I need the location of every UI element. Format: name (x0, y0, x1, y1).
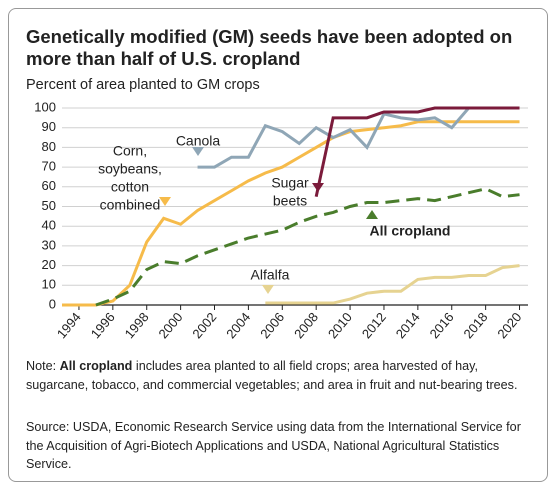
x-tick-label: 2006 (257, 309, 287, 341)
annotation: soybeans, (98, 161, 162, 177)
y-tick-label: 70 (42, 159, 56, 174)
y-tick-label: 0 (49, 296, 56, 311)
annotation: All cropland (370, 223, 451, 239)
annotation: beets (273, 193, 307, 209)
chart-subtitle: Percent of area planted to GM crops (26, 77, 260, 93)
annotation-marker (262, 285, 274, 294)
y-tick-label: 100 (34, 99, 56, 114)
series-line (265, 264, 520, 305)
chart-title: Genetically modified (GM) seeds have bee… (26, 26, 513, 69)
note-label: Note: (26, 359, 57, 373)
frame (8, 8, 548, 482)
annotation: cotton (111, 179, 149, 195)
x-tick-label: 1996 (88, 309, 118, 341)
y-tick-label: 50 (42, 198, 56, 213)
y-tick-label: 90 (42, 119, 56, 134)
series-line (95, 187, 520, 307)
x-tick-label: 1994 (54, 309, 84, 341)
y-tick-label: 30 (42, 237, 56, 252)
source: Source: USDA, Economic Research Service … (26, 420, 521, 471)
x-tick-label: 2008 (291, 309, 321, 341)
x-tick-label: 2000 (155, 309, 185, 341)
note: Note: All cropland includes area planted… (26, 357, 538, 394)
annotation-marker (366, 210, 378, 219)
x-tick-label: 2018 (460, 309, 490, 341)
annotation: combined (100, 197, 161, 213)
y-tick-label: 20 (42, 257, 56, 272)
x-tick-label: 2016 (427, 309, 457, 341)
annotation: Sugar (271, 175, 309, 191)
y-tick-label: 60 (42, 178, 56, 193)
x-tick-label: 1998 (122, 309, 152, 341)
y-tick-label: 10 (42, 277, 56, 292)
x-tick-label: 2004 (223, 309, 253, 341)
series-line (314, 106, 520, 197)
x-tick-label: 2010 (325, 309, 355, 341)
annotation-marker (192, 147, 204, 156)
annotation-marker (159, 197, 171, 206)
annotation: Canola (176, 133, 221, 149)
annotation: Corn, (113, 143, 147, 159)
y-tick-label: 40 (42, 218, 56, 233)
note-text: includes area planted to all field crops… (26, 359, 518, 392)
x-tick-label: 2014 (393, 309, 423, 341)
note-bold: All cropland (59, 359, 133, 373)
y-tick-label: 80 (42, 139, 56, 154)
x-tick-label: 2002 (189, 309, 219, 341)
x-tick-label: 2012 (359, 309, 389, 341)
x-tick-label: 2020 (494, 309, 524, 341)
series-line (197, 107, 470, 169)
annotation-marker (312, 183, 324, 192)
annotation: Alfalfa (251, 267, 290, 283)
